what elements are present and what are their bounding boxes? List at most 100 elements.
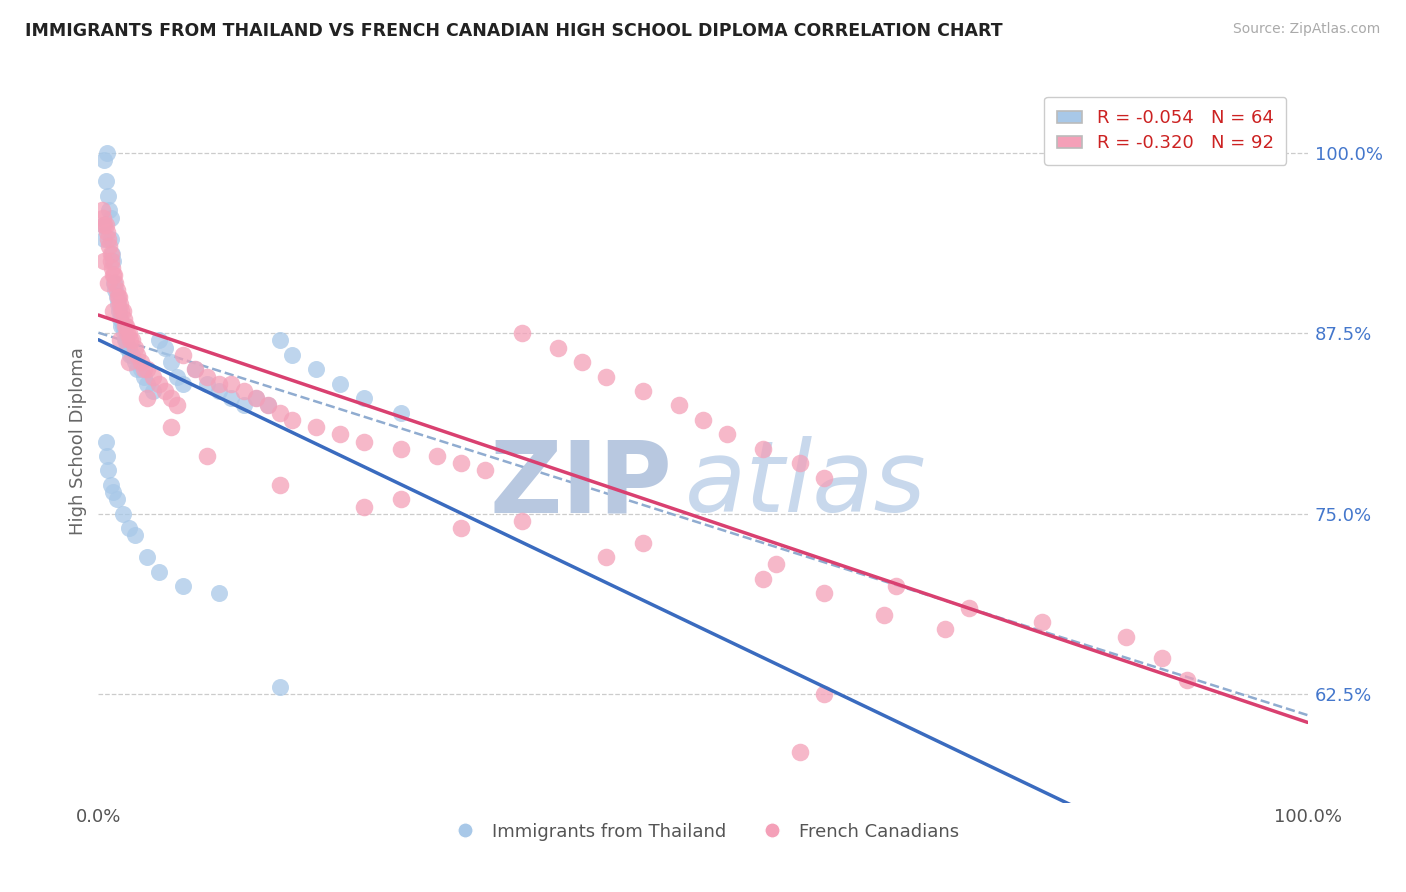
Point (100, 478, 122, 492)
Point (1175, 673, 1198, 687)
Point (208, 384, 231, 398)
Point (135, 550, 157, 565)
Point (389, 492, 412, 507)
Point (134, 362, 156, 376)
Point (184, 362, 207, 376)
Point (124, 528, 146, 542)
Point (108, 311, 131, 326)
Point (97, 189, 120, 203)
Point (1031, 615, 1053, 630)
Point (269, 406, 291, 420)
Point (94, 174, 117, 188)
Point (474, 463, 496, 477)
Point (195, 376, 218, 391)
Point (118, 341, 141, 355)
Point (107, 297, 129, 311)
Point (112, 326, 135, 341)
Point (129, 355, 152, 369)
Point (118, 326, 141, 341)
Point (172, 348, 194, 362)
Point (110, 318, 132, 333)
Point (595, 369, 617, 384)
Point (595, 550, 617, 565)
Text: ZIP: ZIP (489, 436, 672, 533)
Point (135, 362, 157, 376)
Text: Source: ZipAtlas.com: Source: ZipAtlas.com (1233, 22, 1381, 37)
Point (789, 456, 811, 470)
Point (142, 369, 165, 384)
Point (110, 304, 132, 318)
Point (101, 485, 124, 500)
Point (135, 391, 157, 405)
Point (957, 600, 980, 615)
Point (98, 239, 121, 253)
Point (101, 304, 124, 318)
Point (101, 268, 124, 283)
Point (256, 399, 278, 413)
Point (389, 442, 412, 456)
Point (97, 463, 120, 477)
Point (91, 218, 114, 232)
Point (873, 607, 896, 622)
Point (547, 341, 569, 355)
Point (329, 376, 352, 391)
Point (135, 376, 157, 391)
Point (208, 586, 231, 600)
Point (115, 318, 138, 333)
Point (142, 384, 165, 398)
Point (813, 688, 835, 702)
Point (221, 391, 243, 405)
Point (281, 348, 304, 362)
Point (118, 348, 141, 362)
Point (118, 521, 141, 535)
Point (100, 253, 122, 268)
Point (1152, 651, 1174, 665)
Point (93, 153, 115, 167)
Point (100, 261, 122, 276)
Point (108, 334, 131, 348)
Point (124, 355, 146, 369)
Point (148, 565, 170, 579)
Point (108, 297, 131, 311)
Point (97, 232, 120, 246)
Point (121, 334, 143, 348)
Point (114, 334, 136, 348)
Point (148, 376, 170, 391)
Point (510, 326, 533, 341)
Legend: Immigrants from Thailand, French Canadians: Immigrants from Thailand, French Canadia… (440, 815, 966, 848)
Point (134, 369, 156, 384)
Point (1115, 630, 1137, 644)
Point (121, 348, 143, 362)
Point (118, 355, 141, 369)
Point (124, 341, 146, 355)
Point (281, 413, 304, 427)
Point (195, 369, 218, 384)
Point (93, 232, 115, 246)
Point (103, 268, 125, 283)
Point (631, 384, 654, 398)
Point (94, 434, 117, 449)
Point (245, 391, 267, 405)
Point (329, 427, 352, 442)
Point (886, 579, 908, 593)
Point (160, 355, 183, 369)
Point (450, 456, 472, 470)
Point (571, 355, 593, 369)
Point (716, 427, 738, 442)
Point (426, 449, 449, 463)
Point (107, 290, 129, 304)
Point (789, 745, 811, 759)
Point (103, 276, 125, 290)
Point (450, 521, 472, 535)
Point (94, 218, 117, 232)
Point (93, 253, 115, 268)
Text: atlas: atlas (685, 436, 927, 533)
Point (91, 211, 114, 225)
Text: IMMIGRANTS FROM THAILAND VS FRENCH CANADIAN HIGH SCHOOL DIPLOMA CORRELATION CHAR: IMMIGRANTS FROM THAILAND VS FRENCH CANAD… (25, 22, 1002, 40)
Point (184, 362, 207, 376)
Point (692, 413, 714, 427)
Point (153, 384, 176, 398)
Point (105, 290, 128, 304)
Point (115, 334, 138, 348)
Point (765, 558, 787, 572)
